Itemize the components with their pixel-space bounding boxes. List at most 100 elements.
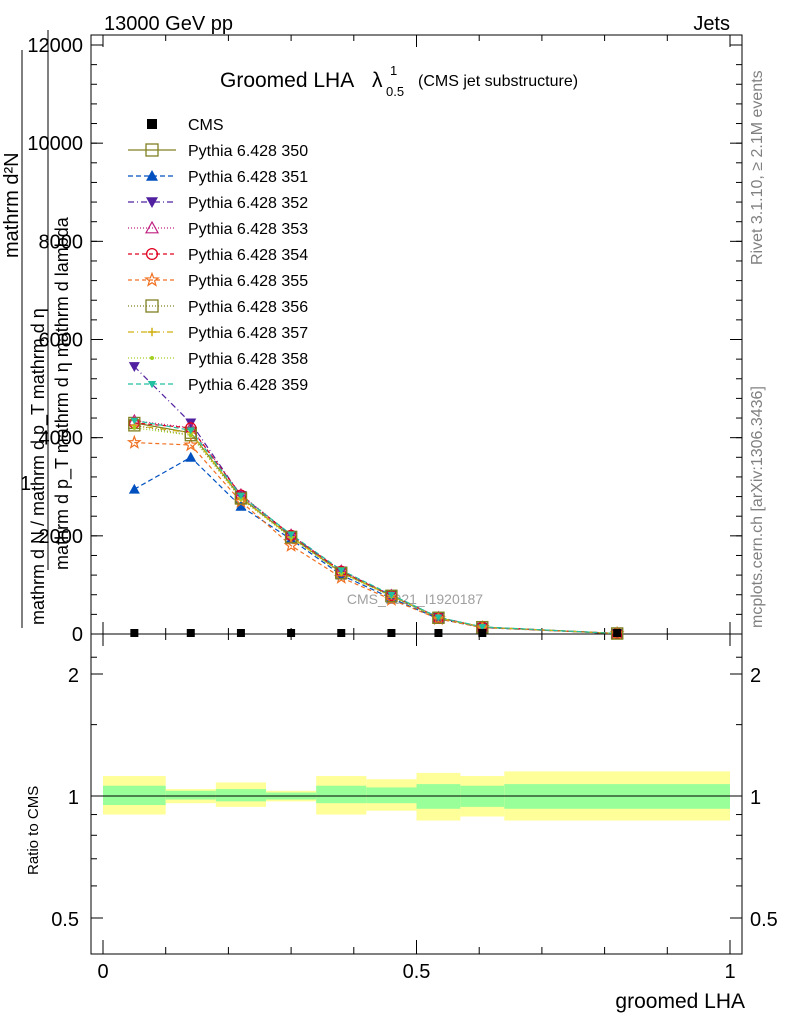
series-point-8 xyxy=(132,425,137,430)
legend-label-2: Pythia 6.428 352 xyxy=(188,195,308,212)
legend-label-0: Pythia 6.428 350 xyxy=(188,143,308,160)
legend-marker-5 xyxy=(144,271,160,287)
y-tick-label: 8000 xyxy=(39,231,84,253)
watermark: CMS_2021_I1920187 xyxy=(347,591,483,607)
cms-point xyxy=(387,629,396,637)
series-point-6 xyxy=(432,611,445,624)
legend-label-9: Pythia 6.428 359 xyxy=(188,377,308,394)
legend-marker-3 xyxy=(144,220,160,234)
ratio-tick-label-right: 2 xyxy=(750,665,761,687)
series-point-9 xyxy=(130,417,139,425)
series-point-9 xyxy=(337,567,346,575)
legend-label-6: Pythia 6.428 356 xyxy=(188,299,308,316)
series-point-1 xyxy=(235,500,247,511)
ratio-ylabel: Ratio to CMS xyxy=(25,786,42,875)
ylabel-one: 1 xyxy=(20,473,31,495)
y-tick-label: 2000 xyxy=(39,526,84,548)
ratio-y-ticks: 0.5 0.5 1 1 2 2 xyxy=(51,656,778,931)
legend-marker-8 xyxy=(150,356,154,360)
series-point-6 xyxy=(385,590,398,603)
series-point-9 xyxy=(478,624,487,631)
title-sub: 0.5 xyxy=(386,84,404,99)
legend-label-3: Pythia 6.428 353 xyxy=(188,221,308,238)
ylabel-denominator: mathrm d N / mathrm d p_T mathrm d η xyxy=(28,308,49,625)
x-axis-label: groomed LHA xyxy=(615,990,745,1013)
series-point-8 xyxy=(188,433,193,438)
legend-label-5: Pythia 6.428 355 xyxy=(188,273,308,290)
cms-point xyxy=(613,629,622,637)
ratio-tick-label: 1 xyxy=(68,787,79,809)
cms-point xyxy=(337,629,346,637)
rivet-label: Rivet 3.1.10, ≥ 2.1M events xyxy=(749,70,766,265)
legend: CMS Pythia 6.428 350 Pythia 6.428 351 Pythi… xyxy=(128,117,308,394)
series-point-1 xyxy=(185,451,197,462)
ratio-band-inner xyxy=(103,785,166,806)
series-point-9 xyxy=(387,591,396,599)
series-point-2 xyxy=(128,362,140,372)
mcplots-label: mcplots.cern.ch [arXiv:1306.3436] xyxy=(749,386,766,628)
cms-points xyxy=(130,629,622,637)
title-lambda: λ xyxy=(372,69,383,92)
ratio-band-inner xyxy=(215,789,267,802)
y-tick-label: 4000 xyxy=(39,428,84,450)
x-ticks: 0 0.5 1 xyxy=(97,35,736,983)
cms-point xyxy=(186,629,195,637)
title-sup: 1 xyxy=(390,63,397,78)
ratio-tick-label-right: 1 xyxy=(750,787,761,809)
series-point-9 xyxy=(186,427,195,435)
series-point-9 xyxy=(434,614,443,622)
ylabel-numerator-top: mathrm d²N xyxy=(1,152,23,258)
legend-marker-6 xyxy=(145,299,159,313)
series-point-5 xyxy=(283,537,299,552)
cms-point xyxy=(434,629,443,637)
legend-label-4: Pythia 6.428 354 xyxy=(188,247,308,264)
ratio-band-inner xyxy=(165,790,216,800)
cms-point xyxy=(236,629,245,637)
legend-cms-label: CMS xyxy=(188,117,224,134)
header-right: Jets xyxy=(693,13,730,35)
chart-title: Groomed LHA λ 1 0.5 (CMS jet substructur… xyxy=(220,63,578,99)
series-point-6 xyxy=(610,627,624,640)
y-tick-label: 10000 xyxy=(27,133,83,155)
legend-marker-0 xyxy=(145,143,159,157)
series-point-9 xyxy=(287,531,295,539)
ratio-tick-label-right: 0.5 xyxy=(750,909,778,931)
ylabel-numerator-bottom: mathrm d p_T mathrm d η mathrm d lambda xyxy=(52,216,73,570)
legend-cms-marker xyxy=(147,119,157,129)
ratio-tick-label: 0.5 xyxy=(51,909,79,931)
legend-marker-7 xyxy=(147,327,157,337)
series-point-5 xyxy=(183,437,199,452)
cms-point xyxy=(478,629,487,637)
series-point-1 xyxy=(128,483,140,494)
ratio-band-inner xyxy=(316,785,367,804)
cms-point xyxy=(130,629,139,637)
series-point-5 xyxy=(333,569,349,584)
cms-point xyxy=(287,629,296,637)
y-tick-label: 6000 xyxy=(39,330,84,352)
legend-marker-4 xyxy=(145,247,159,261)
title-main: Groomed LHA xyxy=(220,69,354,92)
x-tick-label: 0.5 xyxy=(403,961,431,983)
x-tick-label: 1 xyxy=(724,961,735,983)
legend-marker-9 xyxy=(147,381,157,389)
legend-marker-2 xyxy=(146,197,158,208)
series-point-3 xyxy=(384,588,398,601)
series-line-5 xyxy=(134,442,618,635)
ratio-tick-label: 2 xyxy=(68,665,79,687)
series-point-9 xyxy=(237,492,245,500)
main-y-ticks: 0 2000 4000 6000 8000 10000 12000 xyxy=(27,35,742,646)
legend-label-7: Pythia 6.428 357 xyxy=(188,325,308,342)
legend-label-8: Pythia 6.428 358 xyxy=(188,351,308,368)
y-tick-label: 0 xyxy=(72,624,83,646)
series-line-1 xyxy=(134,456,618,635)
legend-marker-1 xyxy=(146,170,158,181)
title-suffix: (CMS jet substructure) xyxy=(418,73,578,90)
y-tick-label: 12000 xyxy=(27,35,83,57)
ratio-bands xyxy=(103,771,730,821)
y-axis-label: 1 mathrm d N / mathrm d p_T mathrm d η m… xyxy=(1,30,73,628)
x-tick-label: 0 xyxy=(97,961,108,983)
legend-label-1: Pythia 6.428 351 xyxy=(188,169,308,186)
series-point-5 xyxy=(126,434,142,449)
ratio-band-inner xyxy=(366,787,417,804)
